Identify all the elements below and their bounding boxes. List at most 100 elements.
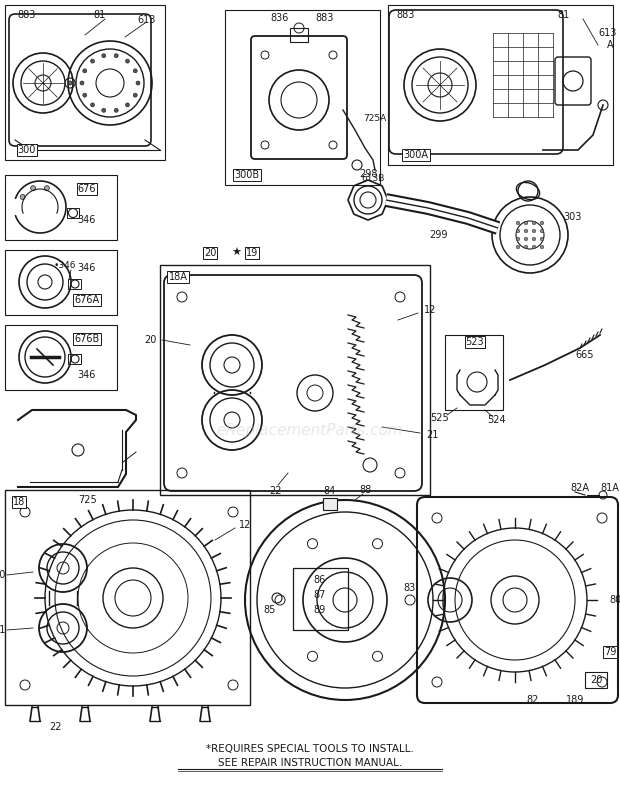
Circle shape: [133, 93, 137, 97]
Text: 83: 83: [404, 583, 416, 593]
Circle shape: [516, 237, 520, 241]
Text: 82A: 82A: [570, 483, 590, 493]
Bar: [293, 568, 348, 630]
Circle shape: [540, 229, 544, 233]
Circle shape: [532, 237, 536, 241]
Circle shape: [524, 237, 528, 241]
Bar: [388, 5, 613, 165]
Text: 19: 19: [246, 248, 258, 258]
Bar: [5, 175, 117, 240]
Text: 20: 20: [0, 570, 5, 580]
Text: SEE REPAIR INSTRUCTION MANUAL.: SEE REPAIR INSTRUCTION MANUAL.: [218, 758, 402, 768]
Bar: [5, 5, 165, 160]
Bar: [5, 250, 117, 315]
Circle shape: [524, 221, 528, 225]
Text: 676: 676: [78, 184, 96, 194]
Circle shape: [125, 103, 130, 107]
Bar: [323, 498, 337, 510]
Circle shape: [540, 221, 544, 225]
Text: 85: 85: [264, 605, 276, 615]
Bar: [67, 208, 79, 218]
Circle shape: [136, 81, 140, 85]
Text: 676B: 676B: [74, 334, 100, 344]
Text: 613: 613: [138, 15, 156, 25]
Text: 836: 836: [271, 13, 289, 23]
Circle shape: [102, 108, 106, 112]
Text: 676A: 676A: [74, 295, 100, 305]
Bar: [225, 10, 380, 185]
Text: 21: 21: [0, 625, 5, 635]
Text: 665: 665: [576, 350, 594, 360]
Text: 86: 86: [314, 575, 326, 585]
Circle shape: [80, 81, 84, 85]
Text: 20: 20: [204, 248, 216, 258]
Circle shape: [125, 59, 130, 63]
Circle shape: [540, 245, 544, 249]
Text: 21: 21: [426, 430, 438, 440]
Text: 189: 189: [566, 695, 584, 705]
Bar: [68, 354, 81, 364]
Circle shape: [30, 185, 36, 191]
Circle shape: [516, 245, 520, 249]
Circle shape: [516, 221, 520, 225]
Circle shape: [68, 81, 72, 85]
Circle shape: [102, 54, 106, 58]
Text: 82: 82: [527, 695, 539, 705]
Text: eReplacementParts.com: eReplacementParts.com: [216, 422, 404, 437]
Bar: [290, 28, 308, 42]
Bar: [585, 672, 607, 688]
Circle shape: [532, 229, 536, 233]
Text: 22: 22: [49, 722, 61, 732]
Circle shape: [45, 185, 50, 191]
Text: 300: 300: [18, 145, 36, 155]
Text: 613B: 613B: [361, 174, 384, 182]
Text: 346: 346: [78, 263, 96, 273]
Text: 300A: 300A: [404, 150, 428, 160]
Text: 883: 883: [316, 13, 334, 23]
Circle shape: [540, 237, 544, 241]
Text: 524: 524: [488, 415, 507, 425]
Text: 80: 80: [609, 595, 620, 605]
Text: •346: •346: [54, 261, 76, 271]
Bar: [68, 279, 81, 289]
Text: 20: 20: [590, 675, 602, 685]
Text: 79: 79: [604, 647, 616, 657]
Text: 725: 725: [79, 495, 97, 505]
Bar: [445, 335, 503, 410]
Text: 87: 87: [314, 590, 326, 600]
Text: *REQUIRES SPECIAL TOOLS TO INSTALL.: *REQUIRES SPECIAL TOOLS TO INSTALL.: [206, 744, 414, 754]
Text: A: A: [607, 40, 613, 50]
Circle shape: [532, 221, 536, 225]
Text: 81: 81: [557, 10, 569, 20]
Text: 12: 12: [239, 520, 251, 530]
Text: 346: 346: [78, 215, 96, 225]
Text: 725A: 725A: [363, 114, 387, 122]
Text: 523: 523: [466, 337, 484, 347]
Text: ★: ★: [231, 248, 241, 258]
Text: 84: 84: [324, 486, 336, 496]
Circle shape: [524, 245, 528, 249]
Circle shape: [133, 69, 137, 73]
Circle shape: [20, 195, 25, 200]
Circle shape: [91, 59, 94, 63]
Text: 12: 12: [424, 305, 436, 315]
Text: 81A: 81A: [601, 483, 619, 493]
Bar: [5, 325, 117, 390]
Text: 883: 883: [18, 10, 36, 20]
Text: 303: 303: [563, 212, 581, 222]
Text: 298: 298: [359, 169, 377, 179]
Text: 883: 883: [397, 10, 415, 20]
Bar: [160, 265, 430, 495]
Text: 22: 22: [268, 486, 281, 496]
Text: 89: 89: [314, 605, 326, 615]
Circle shape: [83, 93, 87, 97]
Circle shape: [91, 103, 94, 107]
Text: 299: 299: [429, 230, 447, 240]
Circle shape: [532, 245, 536, 249]
Text: 81: 81: [94, 10, 106, 20]
Circle shape: [83, 69, 87, 73]
Text: 88: 88: [359, 485, 371, 495]
Text: 613: 613: [599, 28, 617, 38]
Text: 18: 18: [13, 497, 25, 507]
Circle shape: [524, 229, 528, 233]
